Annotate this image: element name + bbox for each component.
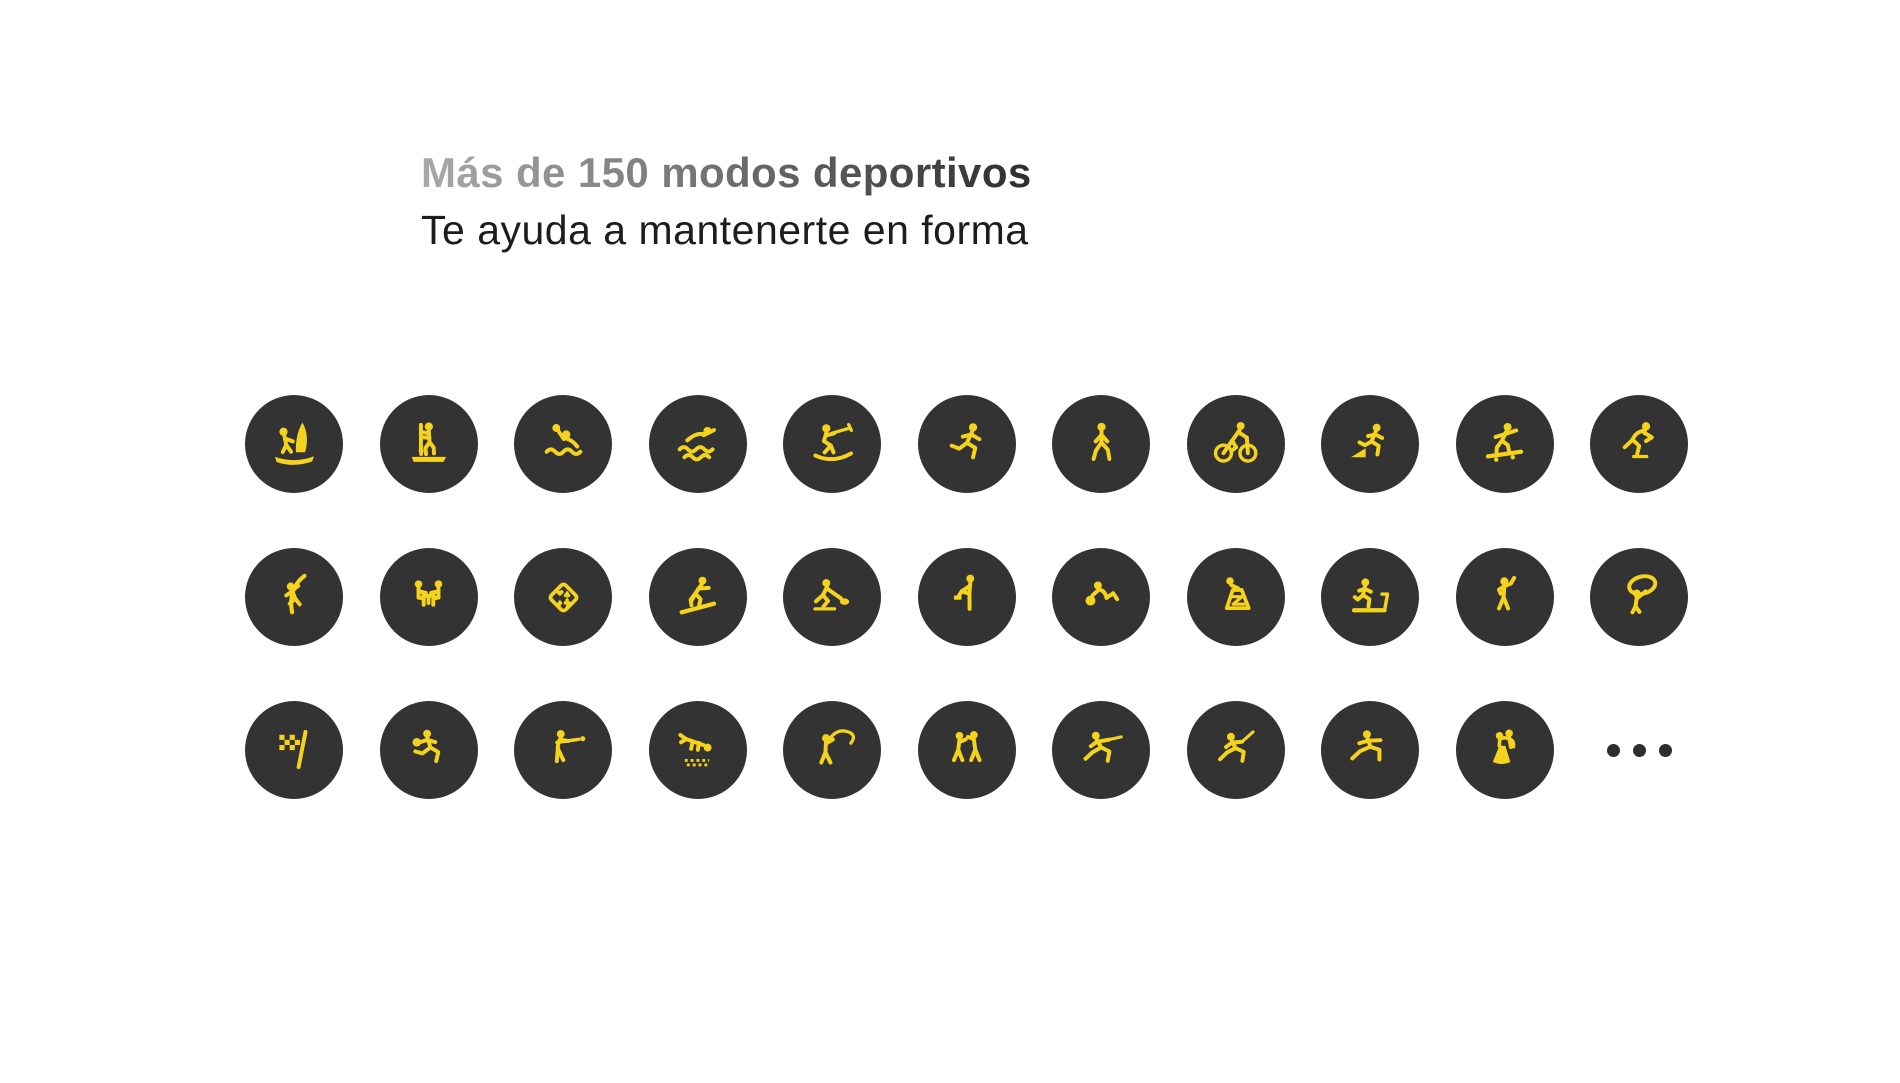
fencing-icon [1074, 723, 1129, 778]
ellipsis-dot [1606, 743, 1620, 757]
hula-hoop-icon [1612, 570, 1667, 625]
stair-climbing-icon [1208, 570, 1263, 625]
water-skiing-icon [805, 417, 860, 472]
sport-modes-row [245, 701, 1688, 799]
sport-mode-windsurfing [245, 395, 343, 493]
curling-icon [805, 570, 860, 625]
sport-mode-board-games [379, 548, 478, 646]
sport-mode-fencing [1052, 701, 1150, 799]
sport-mode-cycling [1186, 395, 1285, 493]
page-subtitle: Te ayuda a mantenerte en forma [421, 207, 1029, 254]
martial-arts-icon [1343, 723, 1398, 778]
sport-mode-aerobics [1455, 548, 1554, 646]
sport-mode-diving [648, 701, 747, 799]
core-training-icon [1074, 570, 1129, 625]
diving-icon [670, 723, 725, 778]
ellipsis-dot [1658, 743, 1672, 757]
sport-mode-stand-up-paddleboarding [379, 395, 478, 493]
page-title: Más de 150 modos deportivos [421, 148, 1032, 198]
sport-modes-row [245, 548, 1688, 646]
walking-icon [1074, 417, 1129, 472]
sport-mode-ballroom-dancing [1455, 701, 1554, 799]
sport-mode-card-games [514, 548, 612, 646]
boxing-icon [939, 723, 994, 778]
running-icon [939, 417, 994, 472]
aerobics-icon [1477, 570, 1532, 625]
bowling-icon [401, 723, 456, 778]
sport-mode-speed-skating [1590, 395, 1688, 493]
sport-mode-fishing [783, 701, 881, 799]
more-modes-ellipsis [1590, 701, 1688, 799]
card-games-icon [536, 570, 591, 625]
sport-mode-curling [783, 548, 881, 646]
ellipsis-dot [1632, 743, 1646, 757]
motor-racing-icon [267, 723, 322, 778]
header: Más de 150 modos deportivos Te ayuda a m… [421, 148, 1032, 256]
sport-mode-bowling [379, 701, 478, 799]
water-polo-icon [536, 417, 591, 472]
treadmill-icon [1343, 570, 1398, 625]
skateboarding-icon [1477, 417, 1532, 472]
snowboarding-icon [670, 570, 725, 625]
speed-skating-icon [1612, 417, 1667, 472]
stretching-icon [939, 570, 994, 625]
sport-mode-water-polo [514, 395, 612, 493]
sport-mode-core-training [1052, 548, 1150, 646]
sport-mode-running [917, 395, 1016, 493]
sport-mode-motor-racing [245, 701, 343, 799]
sport-modes-grid [245, 395, 1688, 799]
sport-mode-martial-arts [1321, 701, 1419, 799]
fishing-icon [805, 723, 860, 778]
sport-mode-skateboarding [1455, 395, 1554, 493]
sport-mode-epee-fencing [1186, 701, 1285, 799]
sport-mode-walking [1052, 395, 1150, 493]
sport-mode-snowboarding [648, 548, 747, 646]
sport-mode-trail-running [1321, 395, 1419, 493]
cycling-icon [1208, 417, 1263, 472]
epee-fencing-icon [1208, 723, 1263, 778]
sport-mode-hula-hoop [1590, 548, 1688, 646]
billiards-icon [536, 723, 591, 778]
sport-modes-row [245, 395, 1688, 493]
sport-mode-boxing [917, 701, 1016, 799]
sport-mode-water-skiing [783, 395, 881, 493]
rock-climbing-icon [267, 570, 322, 625]
sport-mode-billiards [514, 701, 612, 799]
sport-mode-rock-climbing [245, 548, 343, 646]
sport-mode-stretching [917, 548, 1016, 646]
sport-mode-stair-climbing [1186, 548, 1285, 646]
sport-mode-treadmill [1321, 548, 1419, 646]
swimming-icon [670, 417, 725, 472]
ballroom-dancing-icon [1477, 723, 1532, 778]
sport-mode-swimming [648, 395, 747, 493]
windsurfing-icon [267, 417, 322, 472]
trail-running-icon [1343, 417, 1398, 472]
stand-up-paddleboarding-icon [401, 417, 456, 472]
board-games-icon [401, 570, 456, 625]
